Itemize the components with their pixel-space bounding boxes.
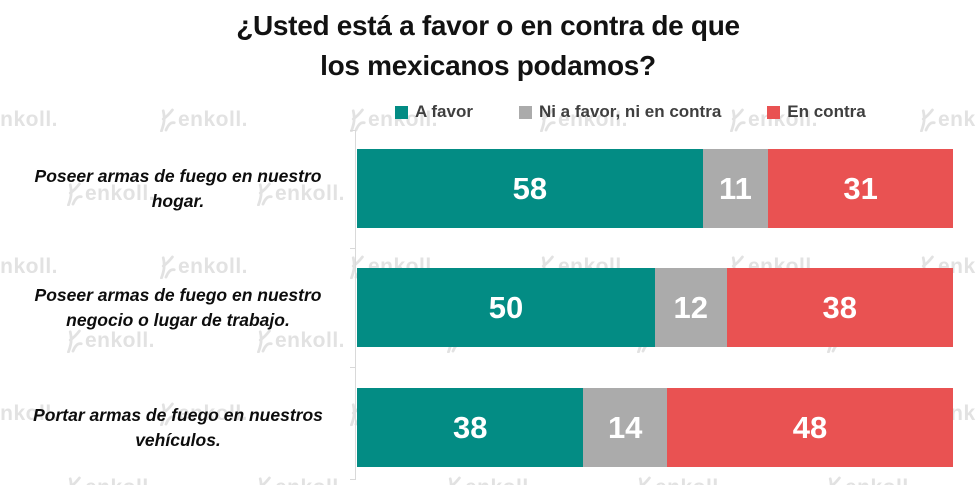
enkoll-logo-icon [258,476,271,485]
bar-row-hogar: Poseer armas de fuego en nuestro hogar. … [0,149,976,228]
enkoll-logo-icon [638,476,651,485]
enkoll-logo-icon [920,108,936,132]
category-label: Portar armas de fuego en nuestros vehícu… [33,404,323,450]
watermark-text: enkoll. [275,476,345,485]
stacked-bar: 38 14 48 [357,388,953,467]
enkoll-watermark: enkoll. [155,108,248,132]
axis-tick [350,248,355,249]
value-label: 38 [822,289,857,325]
bar-segment-en-contra: 48 [666,388,953,467]
watermark-text: enkoll. [178,108,249,131]
enkoll-watermark: enkoll. [252,476,345,485]
legend-label: A favor [415,102,473,121]
watermark-text: enkoll. [655,476,725,485]
axis-tick [350,367,355,368]
watermark-text: enkoll. [0,108,59,131]
legend-label: Ni a favor, ni en contra [538,102,722,121]
enkoll-logo-icon [350,108,366,132]
page-title: ¿Usted está a favor o en contra de que l… [0,6,976,86]
value-label: 58 [512,170,548,206]
title-line-1: ¿Usted está a favor o en contra de que [236,10,740,41]
value-label: 48 [792,409,828,445]
stacked-bar: 58 11 31 [357,149,953,228]
axis-tick [350,479,355,480]
bar-segment-neutral: 12 [655,268,727,347]
watermark-text: enkoll. [845,476,915,485]
value-label: 38 [452,409,488,445]
enkoll-logo-icon [160,108,176,132]
bar-segment-a-favor: 38 [357,388,584,467]
value-label: 50 [488,289,524,325]
enkoll-watermark: enkoll. [62,476,155,485]
legend-swatch-gray [518,105,532,119]
bar-segment-neutral: 11 [702,149,769,228]
bar-segment-a-favor: 58 [357,149,703,228]
stacked-bar: 50 12 38 [357,268,953,347]
chart-legend: A favor Ni a favor, ni en contra En cont… [395,102,866,122]
title-line-2: los mexicanos podamos? [320,50,656,81]
enkoll-watermark: enkoll. [632,476,725,485]
enkoll-watermark: enkoll. [0,108,58,132]
value-label: 11 [719,170,752,206]
value-label: 31 [843,170,878,206]
value-label: 14 [607,409,643,445]
bar-segment-en-contra: 38 [726,268,953,347]
legend-label: En contra [787,102,866,121]
bar-segment-neutral: 14 [583,388,667,467]
enkoll-logo-icon [828,476,841,485]
legend-item-en-contra: En contra [767,102,866,122]
bar-segment-a-favor: 50 [357,268,655,347]
enkoll-watermark: enkoll. [822,476,915,485]
axis-tick [350,130,355,131]
bar-row-negocio: Poseer armas de fuego en nuestro negocio… [0,268,976,347]
enkoll-watermark: enkoll. [915,108,976,132]
value-label: 12 [673,289,708,325]
enkoll-watermark: enkoll. [442,476,535,485]
bar-segment-en-contra: 31 [768,149,953,228]
legend-item-a-favor: A favor [395,102,473,122]
category-label: Poseer armas de fuego en nuestro hogar. [34,165,322,211]
watermark-text: enkoll. [465,476,535,485]
bar-row-vehiculos: Portar armas de fuego en nuestros vehícu… [0,388,976,467]
category-axis-line [355,130,356,480]
legend-swatch-red [767,105,781,119]
watermark-text: enkoll. [938,108,976,131]
legend-swatch-teal [395,105,408,119]
enkoll-logo-icon [68,476,81,485]
enkoll-logo-icon [448,476,461,485]
watermark-text: enkoll. [85,476,155,485]
legend-item-neutral: Ni a favor, ni en contra [518,102,722,122]
category-label: Poseer armas de fuego en nuestro negocio… [34,284,322,330]
